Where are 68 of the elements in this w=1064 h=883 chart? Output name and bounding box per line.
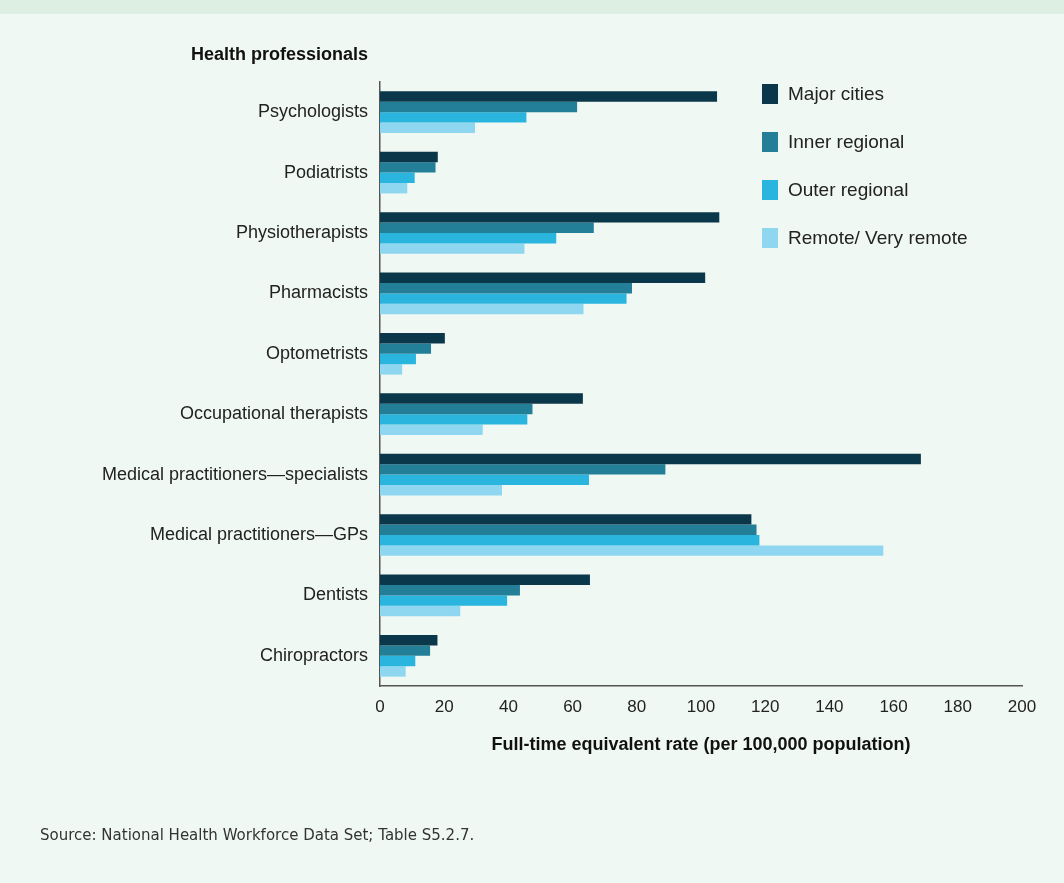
y-tick-label: Psychologists: [257, 101, 368, 122]
bar: [380, 293, 627, 304]
bar: [380, 535, 760, 546]
bar: [380, 151, 438, 163]
bar: [380, 212, 720, 223]
y-tick-label: Occupational therapists: [179, 403, 368, 424]
legend-label: Major cities: [788, 83, 885, 105]
bar: [380, 574, 590, 585]
bar: [380, 414, 528, 425]
bar: [380, 524, 757, 535]
x-tick-label: 60: [563, 696, 583, 716]
bar: [380, 485, 502, 496]
source-note: Source: National Health Workforce Data Set; Table S5.2.7.: [40, 826, 475, 844]
bar: [380, 464, 666, 475]
bar: [380, 222, 594, 233]
y-tick-label: Optometrists: [265, 342, 368, 363]
bar: [380, 332, 445, 344]
y-tick-label: Chiropractors: [259, 644, 368, 665]
bar: [380, 101, 578, 113]
bar: [380, 403, 533, 415]
y-tick-label: Medical practitioners—specialists: [101, 463, 368, 484]
y-axis-title: Health professionals: [190, 44, 368, 64]
bar: [380, 243, 525, 254]
x-tick-label: 80: [627, 696, 647, 716]
x-tick-label: 180: [943, 696, 972, 716]
bar: [380, 514, 752, 525]
bar: [380, 112, 527, 123]
bar: [380, 183, 408, 194]
y-tick-label: Pharmacists: [268, 282, 368, 303]
bar: [380, 282, 632, 294]
x-tick-label: 20: [434, 696, 454, 716]
bar: [380, 364, 403, 375]
x-tick-label: 0: [375, 696, 385, 716]
bar: [380, 605, 461, 617]
x-axis-title: Full-time equivalent rate (per 100,000 population): [491, 734, 911, 755]
x-tick-label: 140: [815, 696, 844, 716]
x-tick-label: 160: [879, 696, 908, 716]
bar: [380, 393, 583, 404]
bar: [380, 343, 432, 354]
bar: [380, 666, 406, 677]
legend-label: Inner regional: [788, 131, 905, 153]
bar: [380, 233, 557, 244]
bar: [380, 162, 436, 173]
bar: [380, 91, 718, 102]
bar: [380, 645, 431, 656]
legend-label: Remote/ Very remote: [788, 227, 968, 249]
x-tick-label: 100: [686, 696, 716, 716]
y-tick-label: Physiotherapists: [235, 221, 368, 242]
x-tick-label: 200: [1007, 696, 1037, 716]
y-tick-label: Dentists: [302, 584, 368, 605]
bar: [380, 474, 589, 486]
bar: [380, 655, 416, 667]
bar: [380, 595, 508, 606]
x-tick-label: 40: [498, 696, 518, 716]
bar: [380, 634, 438, 646]
bar: [380, 122, 476, 134]
legend-label: Outer regional: [788, 179, 909, 201]
bar: [380, 424, 483, 436]
bar: [380, 453, 921, 465]
bar: [380, 353, 416, 365]
y-tick-label: Medical practitioners—GPs: [149, 523, 368, 544]
bar: [380, 172, 415, 184]
bar: [380, 584, 520, 596]
bar: [380, 272, 706, 283]
bar: [380, 545, 884, 556]
y-tick-label: Podiatrists: [283, 161, 368, 182]
bar: [380, 303, 584, 315]
x-tick-label: 120: [751, 696, 780, 716]
